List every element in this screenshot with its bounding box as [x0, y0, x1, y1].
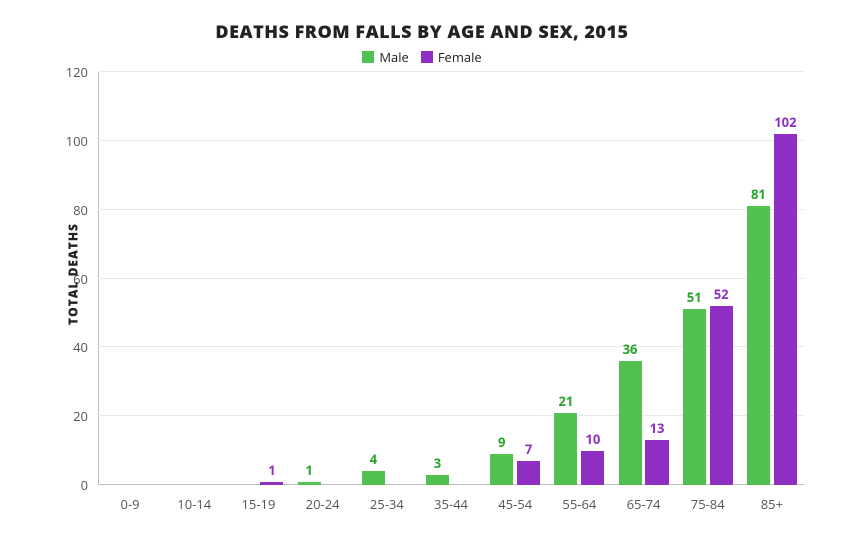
y-tick-label: 20 [73, 407, 88, 425]
legend-item: Male [362, 48, 409, 66]
bar: 1 [260, 482, 283, 485]
x-tick-label: 45-54 [498, 495, 532, 513]
value-label: 1 [268, 461, 275, 479]
x-tick-label: 10-14 [177, 495, 211, 513]
value-label: 36 [623, 340, 638, 358]
x-tick-label: 85+ [761, 495, 783, 513]
y-tick-label: 80 [73, 201, 88, 219]
x-tick-label: 65-74 [627, 495, 661, 513]
value-label: 1 [305, 461, 312, 479]
value-label: 81 [751, 185, 766, 203]
value-label: 21 [558, 392, 573, 410]
chart-title: DEATHS FROM FALLS BY AGE AND SEX, 2015 [30, 20, 814, 44]
x-tick-label: 15-19 [241, 495, 275, 513]
x-tick-label: 35-44 [434, 495, 468, 513]
bar: 102 [774, 134, 797, 485]
bar: 13 [645, 440, 668, 485]
value-label: 9 [498, 433, 505, 451]
x-tick-label: 75-84 [691, 495, 725, 513]
bar: 3 [426, 475, 449, 485]
y-tick-label: 60 [73, 270, 88, 288]
value-label: 52 [714, 285, 729, 303]
legend-swatch [421, 51, 433, 63]
legend-label: Male [379, 48, 409, 66]
value-label: 13 [650, 419, 665, 437]
value-label: 4 [370, 450, 377, 468]
legend-swatch [362, 51, 374, 63]
legend-label: Female [438, 48, 482, 66]
grid-line [98, 71, 804, 72]
value-label: 51 [687, 288, 702, 306]
bar: 52 [710, 306, 733, 485]
plot-area: 0204060801001200-910-1415-19120-24125-34… [98, 72, 804, 485]
bar: 51 [683, 309, 706, 485]
chart-container: DEATHS FROM FALLS BY AGE AND SEX, 2015 M… [0, 0, 844, 547]
grid-line [98, 209, 804, 210]
value-label: 3 [434, 454, 441, 472]
value-label: 7 [525, 440, 532, 458]
x-tick-label: 25-34 [370, 495, 404, 513]
legend-item: Female [421, 48, 482, 66]
x-tick-label: 55-64 [562, 495, 596, 513]
bar: 9 [490, 454, 513, 485]
bar: 1 [298, 482, 321, 485]
bar: 10 [581, 451, 604, 485]
grid-line [98, 140, 804, 141]
value-label: 102 [774, 113, 796, 131]
y-tick-label: 100 [66, 132, 88, 150]
bar: 21 [554, 413, 577, 485]
bar: 36 [619, 361, 642, 485]
y-tick-label: 120 [66, 63, 88, 81]
y-tick-label: 40 [73, 338, 88, 356]
bar: 81 [747, 206, 770, 485]
y-tick-label: 0 [81, 476, 88, 494]
x-tick-label: 0-9 [121, 495, 140, 513]
value-label: 10 [585, 430, 600, 448]
x-tick-label: 20-24 [306, 495, 340, 513]
bar: 7 [517, 461, 540, 485]
grid-line [98, 278, 804, 279]
bar: 4 [362, 471, 385, 485]
chart-legend: Male Female [30, 48, 814, 67]
y-axis-line [98, 72, 99, 485]
